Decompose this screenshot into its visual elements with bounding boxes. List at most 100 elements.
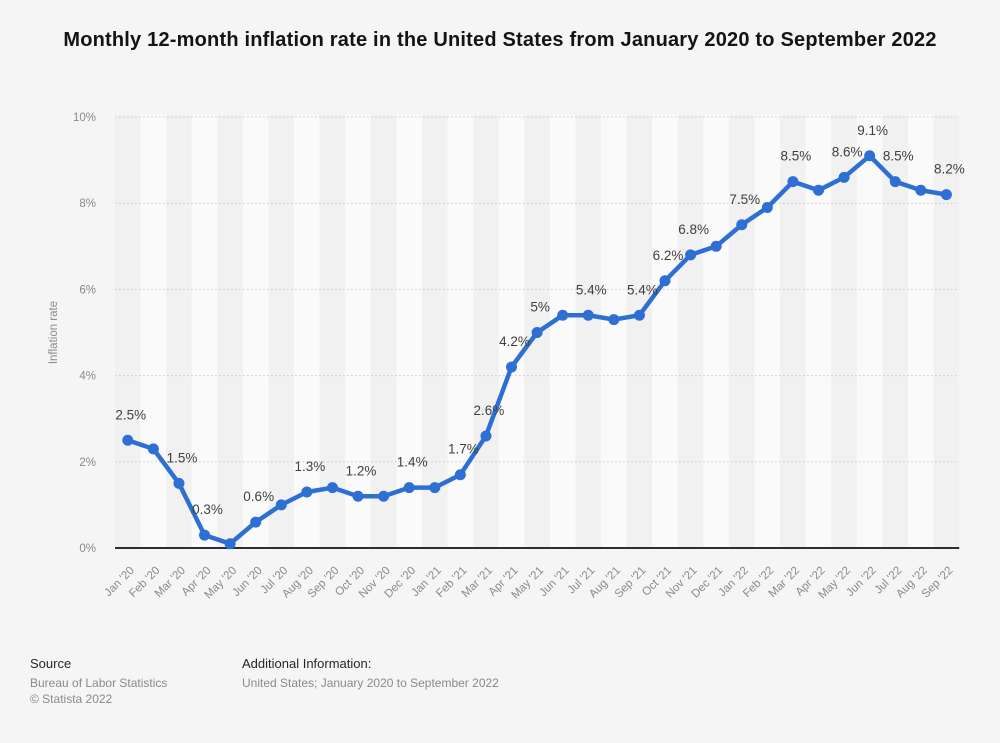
copyright-notice: © Statista 2022 — [30, 691, 113, 706]
plot-band — [166, 115, 192, 548]
point-label: 0.3% — [192, 502, 223, 517]
plot-band — [217, 115, 243, 548]
point-label: 4.2% — [499, 334, 530, 349]
plot-band — [421, 115, 448, 548]
source-value: Bureau of Labor Statistics — [30, 676, 168, 690]
point-label: 1.5% — [167, 450, 198, 465]
plot-band — [498, 115, 525, 548]
data-point-marker — [659, 275, 671, 287]
plot-band — [140, 115, 167, 548]
point-label: 6.8% — [678, 222, 709, 237]
data-point-marker — [147, 443, 159, 455]
y-tick-label: 8% — [79, 198, 96, 210]
plot-band — [908, 115, 934, 548]
point-label: 9.1% — [857, 123, 888, 138]
plot-band — [294, 115, 320, 548]
plot-band — [652, 115, 678, 548]
point-label: 1.7% — [448, 442, 479, 457]
y-tick-label: 2% — [79, 457, 96, 469]
data-point-marker — [889, 176, 901, 188]
data-point-marker — [608, 314, 620, 326]
plot-band — [396, 115, 422, 548]
plot-band — [115, 115, 141, 548]
data-point-marker — [173, 477, 185, 489]
data-point-marker — [250, 516, 262, 528]
point-label: 1.3% — [294, 459, 325, 474]
data-point-marker — [940, 189, 952, 201]
data-point-marker — [454, 469, 466, 481]
data-point-marker — [813, 184, 824, 196]
plot-band — [933, 115, 960, 548]
point-label: 1.2% — [346, 463, 377, 478]
data-point-marker — [506, 361, 518, 373]
point-label: 1.4% — [397, 455, 428, 470]
data-point-marker — [736, 219, 748, 231]
plot-band — [728, 115, 755, 548]
footer-source-block: Source Bureau of Labor Statistics © Stat… — [30, 656, 167, 707]
data-point-marker — [429, 482, 441, 494]
plot-band — [268, 115, 295, 548]
y-axis-title: Inflation rate — [48, 301, 60, 364]
plot-band — [703, 115, 729, 548]
data-point-marker — [787, 176, 799, 188]
data-point-marker — [531, 327, 543, 338]
data-point-marker — [224, 538, 236, 550]
data-point-marker — [352, 490, 364, 502]
point-label: 8.5% — [883, 149, 914, 164]
point-label: 6.2% — [653, 248, 684, 263]
plot-band — [319, 115, 346, 548]
plot-band — [805, 115, 832, 548]
data-point-marker — [838, 171, 850, 183]
point-label: 0.6% — [243, 489, 274, 504]
point-label: 2.5% — [115, 407, 146, 422]
data-point-marker — [199, 529, 211, 541]
plot-band — [754, 115, 781, 548]
plot-band — [575, 115, 602, 548]
chart-title: Monthly 12-month inflation rate in the U… — [63, 29, 937, 51]
data-point-marker — [915, 184, 927, 196]
data-point-marker — [480, 430, 492, 442]
plot-band — [345, 115, 371, 548]
point-label: 5.4% — [576, 282, 607, 297]
plot-band — [856, 115, 883, 548]
y-tick-label: 4% — [79, 371, 96, 383]
data-point-marker — [275, 499, 287, 511]
data-point-marker — [685, 249, 697, 261]
data-point-marker — [633, 309, 645, 321]
point-label: 7.5% — [729, 192, 760, 207]
plot-band — [626, 115, 653, 548]
data-point-marker — [122, 434, 134, 446]
plot-band — [549, 115, 576, 548]
plot-band — [447, 115, 474, 548]
point-label: 8.2% — [934, 162, 965, 177]
plot-band — [191, 115, 218, 548]
data-point-marker — [403, 482, 415, 494]
plot-band — [882, 115, 909, 548]
plot-band — [473, 115, 499, 548]
data-point-marker — [582, 309, 594, 321]
y-tick-label: 6% — [79, 284, 96, 296]
point-label: 5.4% — [627, 282, 658, 297]
plot-band — [677, 115, 704, 548]
point-label: 8.5% — [781, 149, 812, 164]
additional-info-label: Additional Information: — [242, 656, 372, 671]
plot-band — [370, 115, 397, 548]
data-point-marker — [864, 150, 876, 162]
plot-band — [831, 115, 857, 548]
y-tick-label: 10% — [73, 112, 96, 124]
data-point-marker — [301, 486, 313, 498]
data-point-marker — [378, 490, 390, 502]
plot-band — [242, 115, 269, 548]
source-label: Source — [30, 656, 72, 671]
data-point-marker — [326, 482, 338, 494]
y-tick-label: 0% — [79, 543, 96, 555]
data-point-marker — [557, 309, 569, 321]
data-point-marker — [761, 202, 773, 214]
additional-info-value: United States; January 2020 to September… — [242, 676, 499, 690]
data-point-marker — [710, 240, 722, 252]
point-label: 5% — [530, 300, 550, 315]
point-label: 2.6% — [474, 403, 505, 418]
point-label: 8.6% — [832, 144, 863, 159]
plot-band — [601, 115, 627, 548]
